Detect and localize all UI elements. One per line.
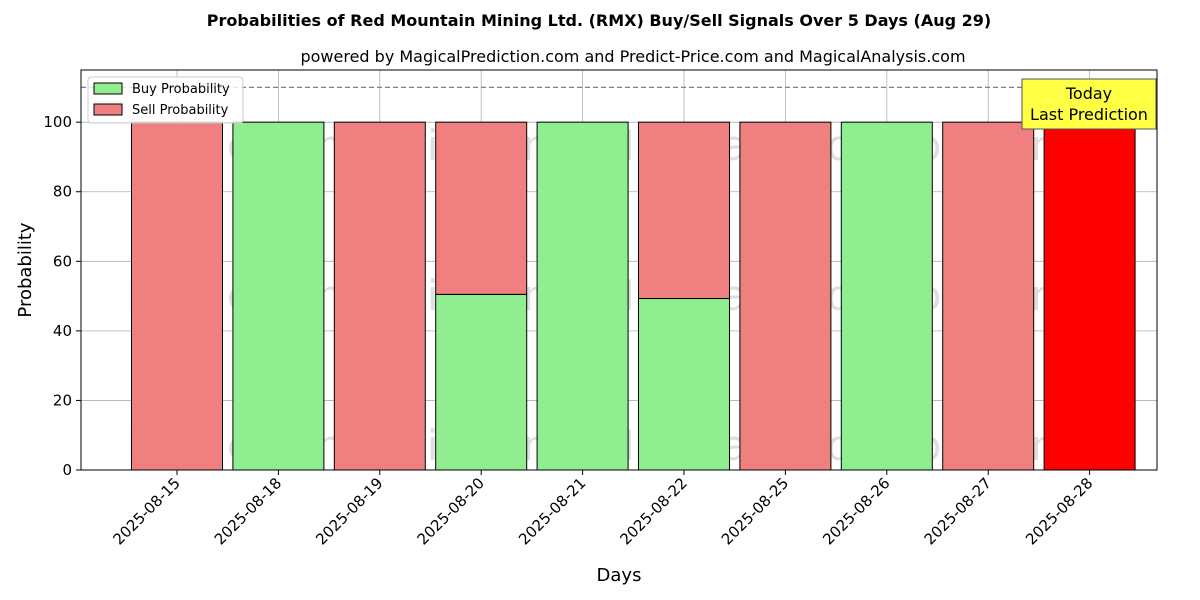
today-annotation: Today Last Prediction [1021,78,1157,130]
y-tick-label: 80 [53,183,72,201]
x-tick-label: 2025-08-20 [414,474,488,548]
x-tick-label: 2025-08-26 [819,474,893,548]
bar-sell [131,121,223,471]
x-tick-label: 2025-08-18 [211,474,285,548]
legend-swatch-buy [93,82,123,95]
bar-sell [333,121,426,471]
legend-label-sell: Sell Probability [132,103,229,118]
x-tick-label: 2025-08-15 [109,474,183,548]
bar-buy [536,121,629,471]
y-tick-label: 100 [43,113,72,131]
bars [131,121,1136,471]
annotation-line-2: Last Prediction [1030,105,1148,124]
x-tick-label: 2025-08-28 [1022,474,1096,548]
y-tick-label: 0 [62,461,72,479]
bar-sell [638,121,730,300]
y-tick-label: 40 [53,322,72,340]
x-tick-label: 2025-08-21 [515,474,589,548]
bar-sell [942,121,1035,471]
bar-buy [435,293,528,471]
y-tick-label: 20 [53,391,72,409]
x-tick-label: 2025-08-22 [616,474,690,548]
annotation-box [1021,78,1157,130]
chart-subtitle: powered by MagicalPrediction.com and Pre… [300,47,965,66]
legend-box [87,76,244,124]
bar-buy [638,298,730,471]
bar-sell [1043,121,1136,471]
x-tick-label: 2025-08-27 [921,474,995,548]
bar-sell [435,121,528,295]
x-axis-label: Days [597,565,642,586]
x-tick-label: 2025-08-25 [718,474,792,548]
legend-swatch-sell [93,103,123,116]
chart-title: Probabilities of Red Mountain Mining Ltd… [207,11,991,30]
legend: Buy Probability Sell Probability [87,76,244,124]
y-tick-label: 60 [53,252,72,270]
annotation-line-1: Today [1065,84,1112,103]
bar-buy [232,121,325,471]
y-axis-label: Probability [15,222,36,317]
bar-buy [840,121,933,471]
legend-label-buy: Buy Probability [132,82,230,97]
plot-area [80,69,1158,471]
x-tick-label: 2025-08-19 [312,474,386,548]
bar-sell [739,121,832,471]
